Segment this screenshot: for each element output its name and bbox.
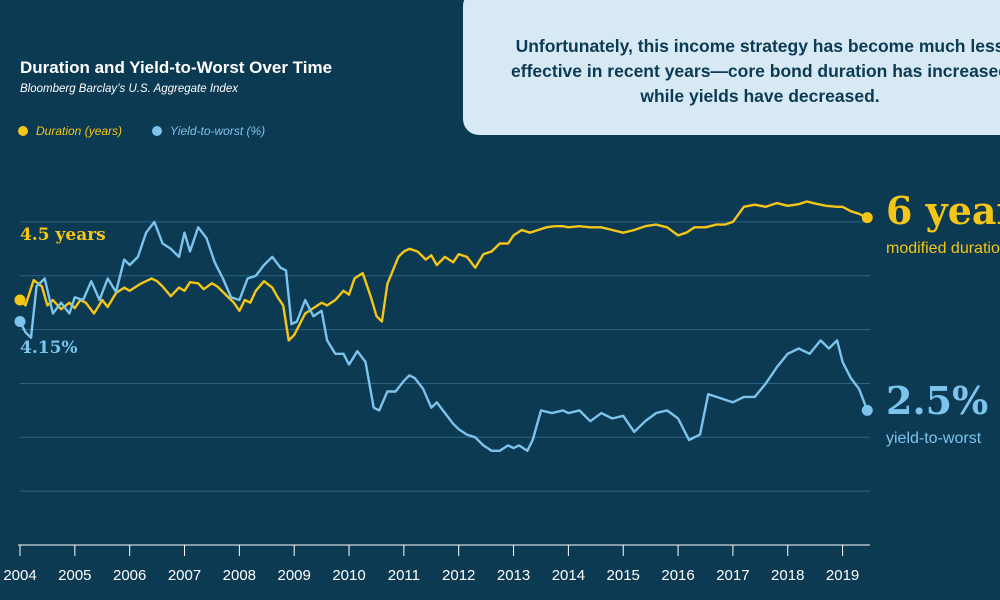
duration-start-point: [14, 294, 26, 306]
x-tick-label-2010: 2010: [332, 567, 365, 584]
x-tick-label-2004: 2004: [3, 567, 36, 584]
gridlines: [20, 221, 870, 492]
yield-start-point: [14, 316, 26, 328]
duration-end-label: modified duration: [886, 240, 1000, 257]
x-tick-label-2015: 2015: [607, 567, 640, 584]
series-lines: [14, 200, 873, 452]
legend-item-yield: Yield-to-worst (%): [152, 124, 265, 138]
duration-legend-marker: [18, 126, 28, 136]
x-axis: 2004 2005 2006 2007 2008 2009 2010 2011 2012 2013…: [3, 544, 870, 584]
x-tick-label-2007: 2007: [168, 567, 201, 584]
x-tick-label-2006: 2006: [113, 567, 146, 584]
duration-end-value: 6 years: [886, 188, 1000, 233]
yield-start-label: 4.15%: [20, 338, 78, 358]
x-tick-label-2005: 2005: [58, 567, 91, 584]
yield-end-label: yield-to-worst: [886, 430, 982, 447]
chart-title: Duration and Yield-to-Worst Over Time: [20, 58, 333, 77]
x-tick-label-2008: 2008: [223, 567, 256, 584]
legend-label-yield: Yield-to-worst (%): [170, 124, 266, 138]
title-block: Duration and Yield-to-Worst Over Time Bl…: [20, 58, 332, 95]
x-tick-label-2012: 2012: [442, 567, 475, 584]
annotations: 4.5 years 4.15% 6 years modified duration 2.…: [20, 188, 1000, 447]
legend: Duration (years) Yield-to-worst (%): [18, 124, 265, 138]
x-tick-label-2014: 2014: [552, 567, 585, 584]
callout-box: [463, 0, 1000, 135]
legend-item-duration: Duration (years): [18, 124, 122, 138]
yield-legend-marker: [152, 126, 163, 136]
yield-end-value: 2.5%: [886, 378, 988, 423]
callout-text: Unfortunately, this income strategy has …: [511, 36, 1000, 106]
x-tick-label-2018: 2018: [771, 567, 804, 584]
x-tick-label-2013: 2013: [497, 567, 530, 584]
x-tick-label-2009: 2009: [278, 567, 311, 584]
chart-subtitle: Bloomberg Barclay’s U.S. Aggregate Index: [20, 83, 238, 95]
x-tick-label-2017: 2017: [716, 567, 749, 584]
legend-label-duration: Duration (years): [36, 124, 123, 138]
duration-start-label: 4.5 years: [20, 225, 106, 245]
x-tick-label-2016: 2016: [661, 567, 694, 584]
duration-line: [19, 200, 868, 342]
yield-end-point: [861, 404, 873, 416]
duration-end-point: [861, 212, 873, 224]
yield-line: [18, 220, 869, 452]
x-tick-label-2019: 2019: [826, 567, 859, 584]
x-tick-label-2011: 2011: [388, 567, 420, 584]
